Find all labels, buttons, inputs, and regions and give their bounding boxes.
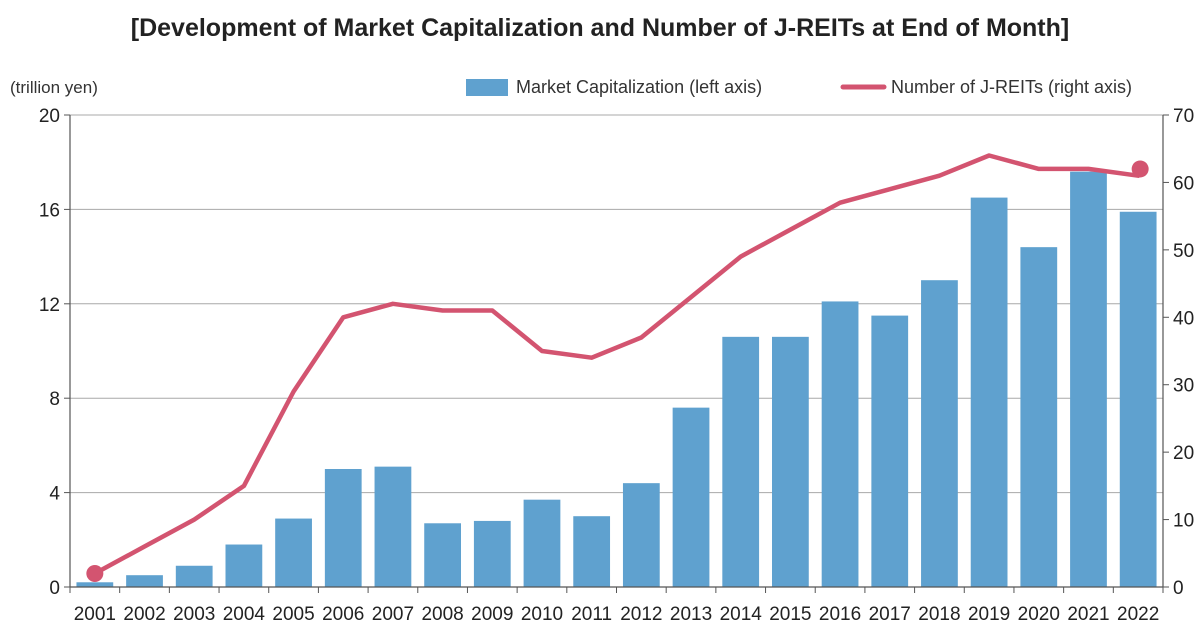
bar-2008 xyxy=(424,523,461,587)
bar-2019 xyxy=(970,197,1008,587)
bar-2012 xyxy=(622,483,660,587)
line-marker-start xyxy=(86,565,104,583)
chart-title: [Development of Market Capitalization an… xyxy=(131,14,1069,42)
right-tick-label: 40 xyxy=(1173,308,1194,329)
bar-2022 xyxy=(1119,211,1157,587)
left-tick-label: 16 xyxy=(39,200,60,221)
bar-2018 xyxy=(921,280,958,587)
bar-2014 xyxy=(722,336,760,587)
x-tick-label: 2022 xyxy=(1117,604,1159,625)
bar-series xyxy=(76,171,1157,587)
right-tick-label: 20 xyxy=(1173,443,1194,464)
legend: Market Capitalization (left axis) Number… xyxy=(466,77,1132,97)
x-tick-label: 2005 xyxy=(272,604,314,625)
bar-2002 xyxy=(126,575,163,587)
left-tick-label: 12 xyxy=(39,295,60,316)
left-tick-label: 4 xyxy=(49,484,60,505)
legend-bar-label: Market Capitalization (left axis) xyxy=(516,77,762,97)
line-marker-end xyxy=(1131,160,1149,178)
bar-2009 xyxy=(473,520,511,587)
bar-2011 xyxy=(573,516,611,587)
bar-2007 xyxy=(374,466,412,587)
right-tick-label: 10 xyxy=(1173,511,1194,532)
bar-2017 xyxy=(871,315,909,587)
x-tick-label: 2009 xyxy=(471,604,513,625)
right-tick-label: 0 xyxy=(1173,578,1184,599)
line-series xyxy=(86,153,1149,583)
x-tick-label: 2004 xyxy=(223,604,266,625)
x-tick-label: 2018 xyxy=(918,604,960,625)
bar-2003 xyxy=(175,565,213,587)
bar-2013 xyxy=(672,407,710,587)
x-tick-label: 2015 xyxy=(769,604,811,625)
bar-2021 xyxy=(1070,171,1107,587)
right-tick-label: 60 xyxy=(1173,173,1194,194)
right-axis-ticks: 0 10 20 30 40 50 60 70 xyxy=(1163,106,1194,599)
legend-line-label: Number of J-REITs (right axis) xyxy=(891,77,1132,97)
bar-2001 xyxy=(76,582,114,587)
x-tick-label: 2021 xyxy=(1067,604,1109,625)
bar-2006 xyxy=(324,469,362,587)
x-tick-label: 2001 xyxy=(74,604,116,625)
left-tick-label: 0 xyxy=(49,578,60,599)
bar-2010 xyxy=(523,499,561,587)
bar-2005 xyxy=(275,518,312,587)
x-tick-label: 2003 xyxy=(173,604,215,625)
x-tick-label: 2008 xyxy=(421,604,463,625)
bar-2016 xyxy=(821,301,859,587)
right-tick-label: 50 xyxy=(1173,241,1194,262)
left-axis-unit: (trillion yen) xyxy=(10,78,98,97)
left-tick-label: 20 xyxy=(39,106,60,127)
line-number-of-jreits xyxy=(92,153,1141,576)
x-tick-label: 2007 xyxy=(372,604,414,625)
bar-2004 xyxy=(225,544,263,587)
x-tick-label: 2006 xyxy=(322,604,364,625)
bar-2015 xyxy=(772,336,809,587)
legend-bar-swatch xyxy=(466,79,508,96)
x-tick-label: 2020 xyxy=(1018,604,1060,625)
x-tick-label: 2012 xyxy=(620,604,662,625)
x-tick-label: 2016 xyxy=(819,604,861,625)
left-tick-label: 8 xyxy=(49,389,60,410)
left-axis-ticks: 0 4 8 12 16 20 xyxy=(39,106,70,599)
x-axis-ticks: 2001 2002 2003 2004 2005 2006 2007 2008 2009 2010… xyxy=(69,587,1164,625)
x-tick-label: 2011 xyxy=(571,604,612,625)
x-tick-label: 2002 xyxy=(123,604,165,625)
x-tick-label: 2014 xyxy=(720,604,763,625)
x-tick-label: 2013 xyxy=(670,604,712,625)
x-tick-label: 2010 xyxy=(521,604,563,625)
right-tick-label: 70 xyxy=(1173,106,1194,127)
x-tick-label: 2017 xyxy=(869,604,911,625)
bar-2020 xyxy=(1020,247,1058,587)
x-tick-label: 2019 xyxy=(968,604,1010,625)
right-tick-label: 30 xyxy=(1173,376,1194,397)
